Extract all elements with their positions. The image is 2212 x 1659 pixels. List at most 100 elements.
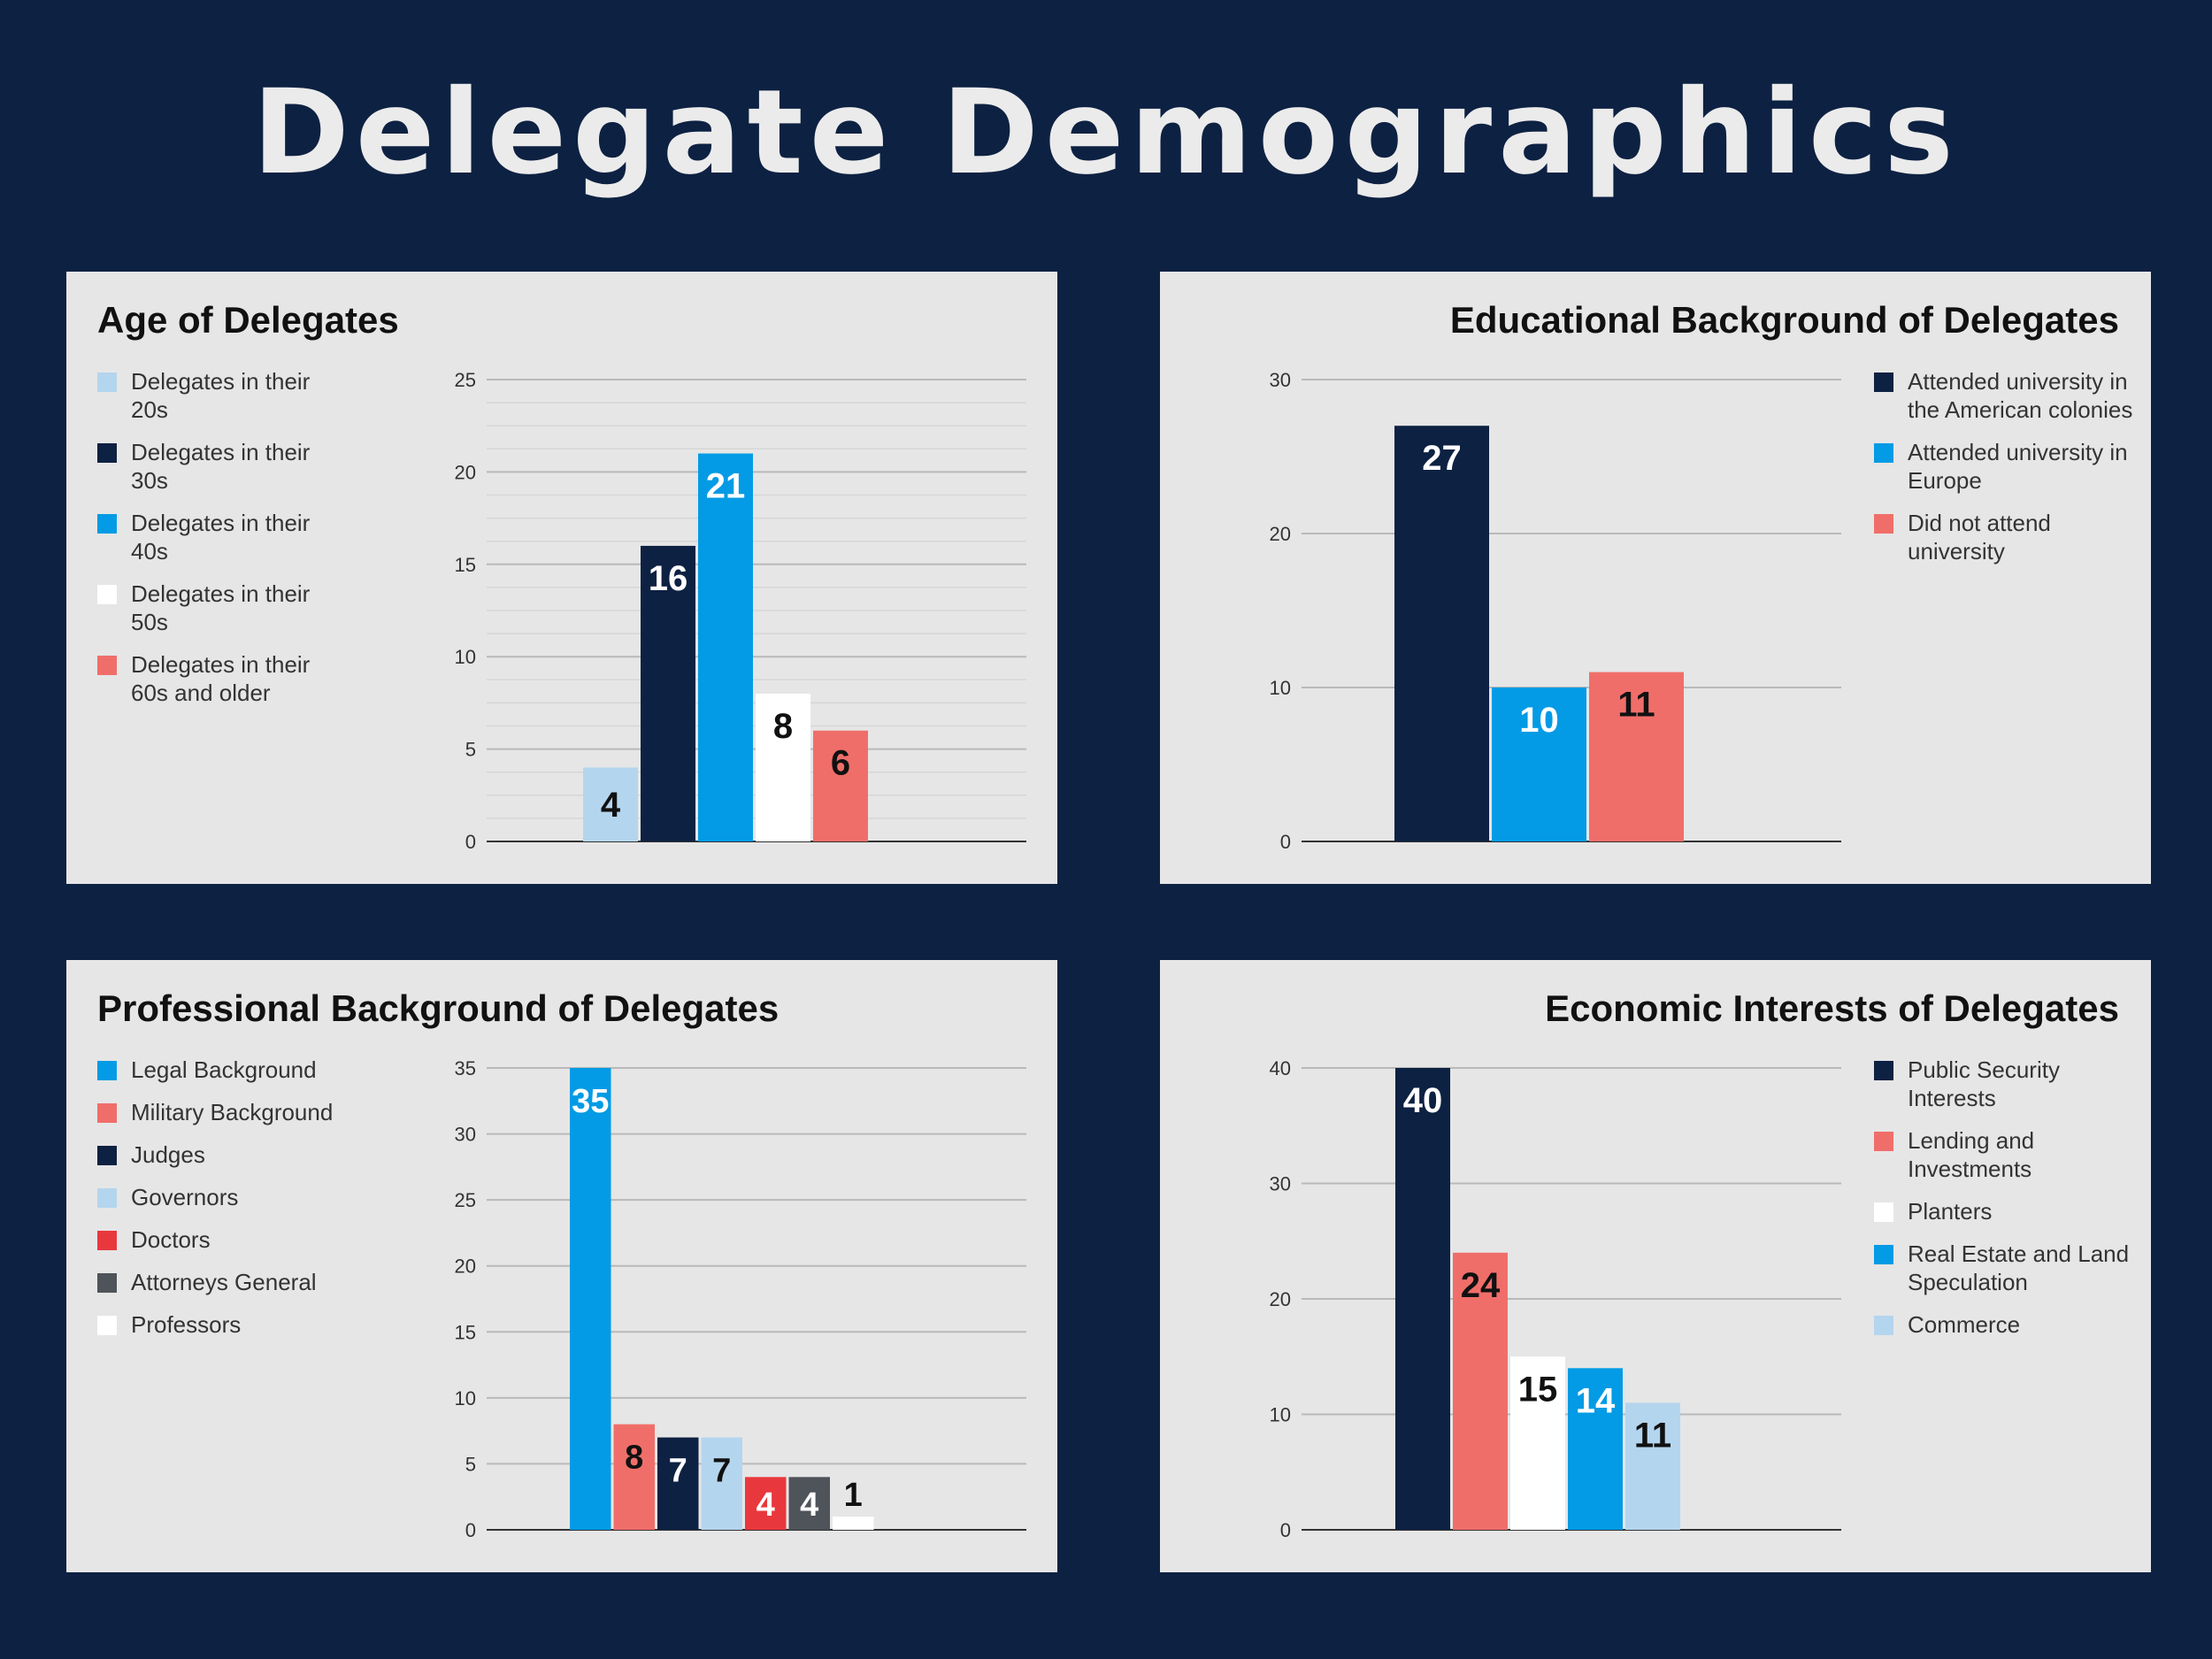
legend-label: Judges xyxy=(131,1141,205,1168)
legend-label: Doctors xyxy=(131,1226,211,1253)
profession-data-label: 7 xyxy=(712,1453,731,1490)
age-bar xyxy=(756,693,810,841)
legend-label: Military Background xyxy=(131,1099,334,1125)
legend-item: Professors xyxy=(97,1310,345,1339)
profession-bar xyxy=(613,1424,655,1530)
legend-label: Commerce xyxy=(1908,1311,2021,1338)
profession-data-label: 4 xyxy=(800,1486,818,1524)
legend-item: Delegates in their 40s xyxy=(97,509,345,565)
legend-item: Public Security Interests xyxy=(1874,1056,2139,1112)
age-bar xyxy=(813,730,868,841)
education-chart-panel: 0 10 20 30 27 10 11 Educational Background of … xyxy=(1160,272,2151,884)
y-tick-label: 20 xyxy=(1270,1288,1291,1310)
legend-label: Delegates in their 40s xyxy=(131,510,311,565)
legend-swatch xyxy=(97,1103,117,1123)
economic-data-label: 15 xyxy=(1518,1370,1558,1409)
profession-data-label: 4 xyxy=(757,1486,775,1524)
education-chart-title: Educational Background of Delegates xyxy=(1449,299,2119,341)
age-chart-legend: Delegates in their 20s Delegates in their… xyxy=(97,367,345,721)
legend-swatch xyxy=(97,585,117,604)
profession-chart-legend: Legal Background Military Background Judge… xyxy=(97,1056,345,1353)
legend-swatch xyxy=(97,1273,117,1293)
y-tick-label: 5 xyxy=(465,1453,476,1475)
legend-label: Delegates in their 50s xyxy=(131,580,311,635)
economic-bar xyxy=(1453,1252,1508,1530)
profession-chart-panel: 0 5 10 15 20 25 30 35 35 8 7 7 4 4 1 Professional Back… xyxy=(66,960,1057,1572)
education-data-label: 10 xyxy=(1519,701,1559,740)
legend-label: Public Security Interests xyxy=(1908,1056,2060,1111)
education-bar xyxy=(1589,672,1684,841)
y-tick-label: 15 xyxy=(455,1321,476,1343)
legend-swatch xyxy=(97,443,117,463)
legend-swatch xyxy=(97,514,117,534)
profession-data-label: 1 xyxy=(844,1477,863,1514)
legend-label: Planters xyxy=(1908,1198,1993,1225)
education-bar xyxy=(1394,426,1489,841)
age-bar xyxy=(641,545,695,841)
y-tick-label: 5 xyxy=(465,739,476,761)
legend-swatch xyxy=(1874,1132,1893,1151)
profession-bar xyxy=(745,1477,787,1530)
legend-swatch xyxy=(1874,373,1893,392)
economic-chart-plot: 0 10 20 30 40 40 24 15 14 11 xyxy=(1270,1057,1841,1541)
legend-label: Professors xyxy=(131,1311,242,1338)
profession-data-label: 8 xyxy=(625,1440,643,1477)
legend-label: Attended university in Europe xyxy=(1908,439,2128,494)
economic-data-label: 14 xyxy=(1576,1381,1616,1420)
profession-bar xyxy=(570,1068,611,1530)
profession-data-label: 35 xyxy=(572,1083,609,1120)
legend-swatch xyxy=(97,1316,117,1335)
legend-item: Attended university in the American colo… xyxy=(1874,367,2139,424)
legend-label: Governors xyxy=(131,1184,239,1210)
legend-item: Real Estate and Land Speculation xyxy=(1874,1240,2139,1296)
profession-bar xyxy=(788,1477,830,1530)
y-tick-label: 15 xyxy=(455,554,476,576)
economic-bar xyxy=(1568,1368,1623,1530)
legend-label: Attended university in the American colo… xyxy=(1908,368,2133,423)
legend-swatch xyxy=(1874,443,1893,463)
legend-item: Delegates in their 60s and older xyxy=(97,650,345,707)
legend-swatch xyxy=(97,1231,117,1250)
legend-item: Delegates in their 30s xyxy=(97,438,345,495)
age-chart-panel: 0 5 10 15 20 25 4 16 21 8 6 Age of Delegates Deleg… xyxy=(66,272,1057,884)
legend-swatch xyxy=(1874,1202,1893,1222)
economic-chart-panel: 0 10 20 30 40 40 24 15 14 11 Economic Interests o… xyxy=(1160,960,2151,1572)
page-title: Delegate Demographics xyxy=(252,65,1960,201)
legend-item: Lending and Investments xyxy=(1874,1126,2139,1183)
y-tick-label: 20 xyxy=(1270,523,1291,545)
economic-bar xyxy=(1510,1356,1565,1530)
economic-bar xyxy=(1625,1402,1680,1530)
age-bar xyxy=(583,767,638,841)
legend-item: Military Background xyxy=(97,1098,345,1126)
profession-bar xyxy=(833,1517,874,1530)
age-data-label: 6 xyxy=(831,744,850,783)
y-tick-label: 35 xyxy=(455,1057,476,1079)
legend-item: Commerce xyxy=(1874,1310,2139,1339)
education-bar xyxy=(1492,687,1586,841)
y-tick-label: 10 xyxy=(455,1387,476,1409)
legend-label: Attorneys General xyxy=(131,1269,317,1295)
legend-swatch xyxy=(1874,1061,1893,1080)
legend-swatch xyxy=(1874,1316,1893,1335)
legend-item: Judges xyxy=(97,1141,345,1169)
legend-label: Delegates in their 20s xyxy=(131,368,311,423)
legend-item: Attended university in Europe xyxy=(1874,438,2139,495)
legend-label: Legal Background xyxy=(131,1056,317,1083)
legend-swatch xyxy=(97,373,117,392)
y-tick-label: 30 xyxy=(455,1124,476,1146)
y-tick-label: 40 xyxy=(1270,1057,1291,1079)
economic-chart-legend: Public Security Interests Lending and Inv… xyxy=(1874,1056,2139,1353)
y-tick-label: 20 xyxy=(455,1256,476,1278)
legend-item: Attorneys General xyxy=(97,1268,345,1296)
education-chart-plot: 0 10 20 30 27 10 11 xyxy=(1270,369,1841,853)
economic-data-label: 11 xyxy=(1634,1416,1671,1455)
y-tick-label: 0 xyxy=(465,831,476,853)
age-chart-plot: 0 5 10 15 20 25 4 16 21 86 xyxy=(455,369,1026,853)
legend-label: Delegates in their 60s and older xyxy=(131,651,311,706)
legend-label: Delegates in their 30s xyxy=(131,439,311,494)
age-data-label: 16 xyxy=(649,559,688,598)
age-bar xyxy=(698,453,753,841)
y-tick-label: 10 xyxy=(1270,1404,1291,1426)
profession-bar xyxy=(657,1437,699,1530)
